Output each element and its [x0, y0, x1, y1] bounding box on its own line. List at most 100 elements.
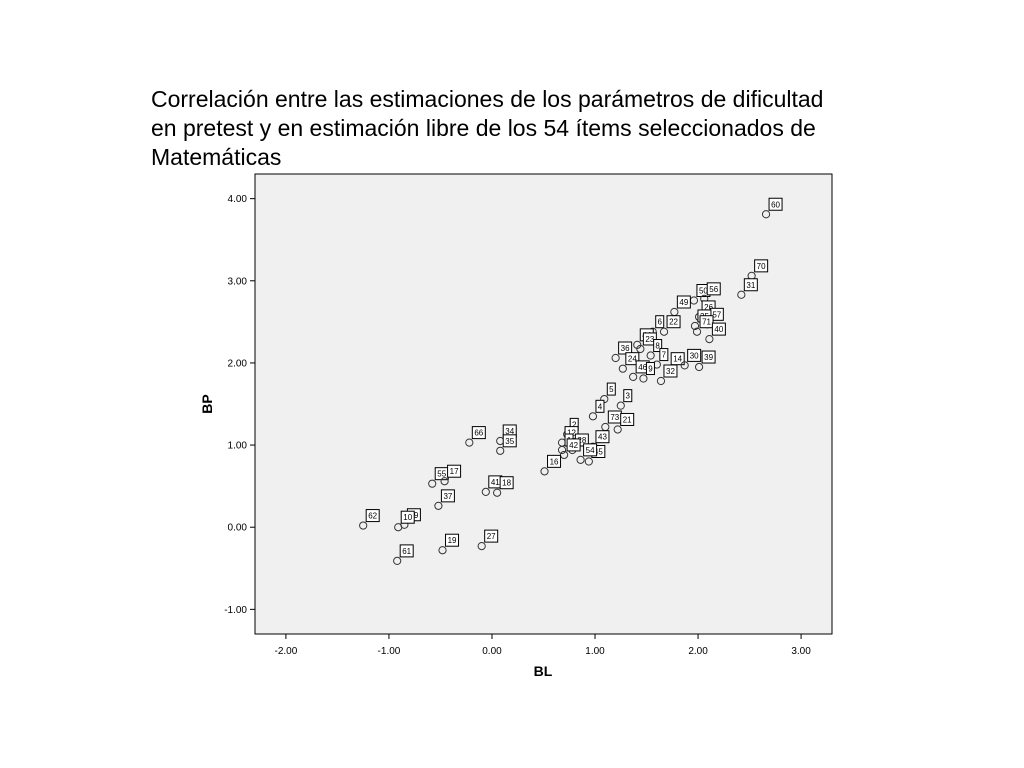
point-label: 35	[505, 437, 514, 446]
point-label-box	[659, 348, 669, 362]
point-label-box	[620, 412, 635, 426]
point-label: 43	[598, 433, 607, 442]
point-label: 70	[757, 262, 766, 271]
point-marker	[557, 445, 567, 455]
point-label-box	[447, 464, 462, 478]
point-label: 39	[704, 353, 713, 362]
chart-title: Correlación entre las estimaciones de lo…	[151, 85, 941, 172]
point-label: 54	[586, 446, 595, 455]
data-points: 6070315056492657256224471402383624714303…	[359, 197, 783, 565]
data-point: 66	[465, 426, 486, 447]
point-label: 32	[666, 367, 675, 376]
point-label: 9	[648, 365, 653, 374]
x-tick-label: -2.00	[275, 646, 298, 657]
point-label: 14	[673, 355, 682, 364]
point-label: 56	[709, 285, 718, 294]
y-tick-label: 3.00	[228, 276, 248, 287]
point-label-box	[687, 348, 702, 362]
data-point: 50	[689, 284, 711, 305]
point-label-box	[663, 364, 678, 378]
point-label: 37	[443, 492, 452, 501]
point-label-box	[676, 295, 691, 309]
data-point: 39	[694, 350, 716, 372]
point-label-box	[711, 322, 726, 336]
point-marker	[434, 501, 443, 510]
point-marker	[659, 327, 669, 336]
data-point: 3	[616, 389, 633, 410]
point-label: 5	[609, 385, 614, 394]
point-label-box	[484, 529, 499, 543]
data-point: 23	[636, 332, 657, 354]
point-label: 10	[403, 513, 412, 522]
point-label-box	[706, 282, 721, 296]
point-label-box	[642, 332, 657, 346]
point-label: 34	[505, 427, 514, 436]
data-point: 37	[434, 489, 455, 510]
y-axis: -1.00 0.00 1.00 2.00 3.00 4.00	[224, 194, 255, 616]
point-label: 18	[502, 479, 511, 488]
point-label-box	[655, 315, 665, 329]
point-label-box	[645, 362, 655, 376]
point-marker	[588, 412, 598, 421]
point-label: 27	[487, 532, 496, 541]
point-label: 3	[626, 392, 631, 401]
data-point: 60	[761, 197, 783, 219]
point-marker	[618, 364, 627, 373]
point-marker	[656, 376, 666, 386]
data-point: 55	[428, 467, 449, 488]
point-label: 55	[437, 470, 446, 479]
point-marker	[694, 362, 704, 372]
point-label-box	[547, 454, 562, 468]
point-label-box	[606, 382, 616, 396]
point-label: 73	[610, 413, 619, 422]
point-marker	[394, 523, 403, 532]
point-marker	[493, 488, 502, 497]
point-label-box	[440, 489, 455, 503]
x-tick-label: 1.00	[585, 646, 605, 657]
data-point: 31	[737, 278, 758, 299]
point-marker	[428, 479, 437, 488]
point-marker	[692, 327, 702, 336]
point-label: 28	[577, 436, 586, 445]
point-label: 12	[567, 429, 576, 438]
chart-title-line-1: Correlación entre las estimaciones de lo…	[151, 86, 824, 112]
x-tick-label: 3.00	[791, 646, 811, 657]
point-marker	[477, 542, 486, 551]
point-label-box	[502, 434, 517, 448]
point-label-box	[399, 544, 414, 558]
point-label: 6	[657, 318, 662, 327]
point-label: 17	[450, 467, 459, 476]
point-marker	[646, 351, 655, 360]
data-point: 61	[393, 544, 414, 565]
point-label: 66	[474, 429, 483, 438]
x-tick-label: 2.00	[688, 646, 708, 657]
point-label: 21	[623, 415, 632, 424]
point-marker	[438, 546, 447, 555]
point-marker	[576, 455, 585, 464]
point-label-box	[566, 438, 581, 452]
data-point: 30	[680, 348, 702, 370]
point-label-box	[499, 476, 514, 490]
point-label: 40	[714, 325, 723, 334]
data-point: 16	[540, 454, 562, 476]
point-marker	[393, 556, 402, 565]
point-label-box	[595, 430, 610, 444]
data-point: 4	[588, 399, 605, 421]
chart-title-line-2: en pretest y en estimación libre de los …	[151, 115, 816, 141]
point-marker	[496, 446, 505, 455]
point-label: 62	[368, 512, 377, 521]
y-tick-label: 0.00	[228, 523, 248, 534]
point-marker	[465, 438, 474, 447]
data-point: 42	[560, 438, 581, 460]
point-marker	[629, 372, 638, 381]
point-label: 24	[628, 355, 637, 364]
point-label: 2	[572, 420, 577, 429]
data-point: 36	[611, 341, 633, 363]
data-point: 32	[656, 364, 678, 386]
y-tick-label: 2.00	[228, 358, 248, 369]
point-label: 19	[448, 536, 457, 545]
data-point: 49	[670, 295, 691, 317]
point-label: 60	[771, 200, 780, 209]
point-label: 31	[746, 281, 755, 290]
